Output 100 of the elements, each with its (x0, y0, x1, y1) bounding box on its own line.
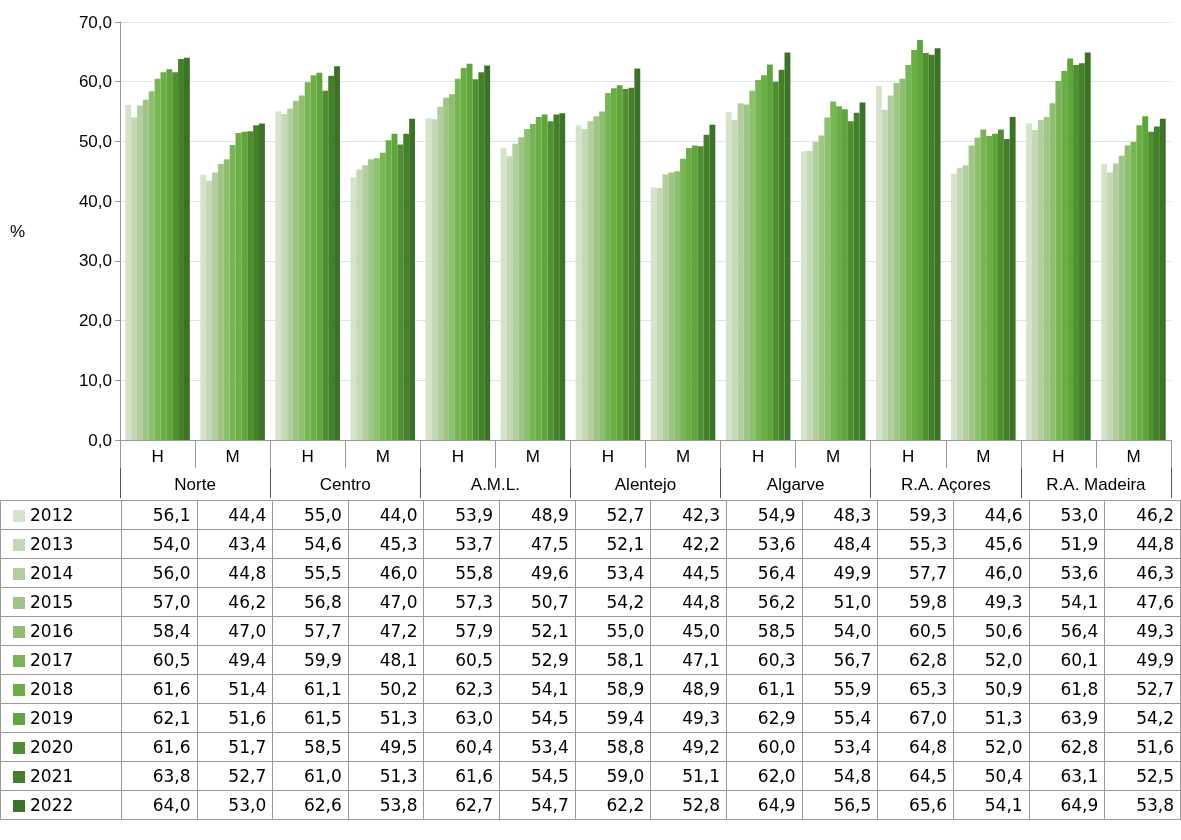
bar (899, 78, 906, 440)
y-tick-label: 40,0 (78, 191, 112, 211)
x-tick-label: H (1052, 447, 1065, 466)
bar (356, 169, 363, 440)
data-label: 49,2 (650, 732, 727, 762)
bar (772, 81, 779, 440)
bar (512, 143, 519, 440)
x-tick-label: M (976, 447, 991, 466)
data-label: 52,1 (575, 529, 651, 559)
data-label: 60,4 (423, 732, 500, 762)
bar (668, 172, 675, 440)
bar (956, 167, 963, 440)
data-label: 64,9 (726, 790, 803, 820)
data-label: 50,2 (348, 674, 424, 704)
data-label: 46,0 (953, 558, 1030, 588)
data-label: 47,1 (650, 645, 727, 675)
data-label: 48,9 (499, 500, 576, 530)
text: Alentejo (614, 475, 677, 494)
x-tick-label: H (151, 447, 164, 466)
data-label: 52,9 (499, 645, 576, 675)
data-label: 42,2 (650, 529, 727, 559)
bar (743, 104, 750, 440)
data-label: 57,3 (423, 587, 500, 617)
x-tick-label: H (601, 447, 615, 466)
data-label: 53,7 (423, 529, 500, 559)
data-label: 49,9 (802, 558, 878, 588)
bar (437, 106, 444, 440)
x-tick-label: H (451, 447, 464, 466)
data-label: 61,6 (121, 732, 198, 762)
text: R.A. Açores (900, 475, 991, 494)
y-axis-title: % (9, 221, 25, 241)
data-label: 58,4 (121, 616, 198, 646)
x-tick-label: M (525, 447, 540, 466)
data-label: 51,3 (348, 703, 424, 733)
legend-label: 2016 (0, 616, 122, 646)
data-label: 54,2 (1104, 703, 1181, 733)
text: Algarve (766, 475, 825, 494)
bar (217, 164, 224, 440)
bar (298, 95, 305, 440)
bar (755, 79, 762, 440)
legend-label: 2020 (0, 732, 122, 762)
y-tick-label: 50,0 (78, 131, 112, 151)
legend-label: 2017 (0, 645, 122, 675)
data-label: 64,9 (1029, 790, 1105, 820)
data-label: 56,2 (726, 587, 803, 617)
data-label: 53,6 (1029, 558, 1105, 588)
data-label: 55,3 (877, 529, 954, 559)
data-label: 45,3 (348, 529, 424, 559)
bar (1107, 172, 1113, 440)
bar (518, 137, 525, 440)
data-label: 59,0 (575, 761, 651, 791)
data-label: 60,5 (423, 645, 500, 675)
bar (731, 119, 738, 440)
bar (293, 100, 299, 440)
data-label: 52,7 (1104, 674, 1181, 704)
data-label: 54,5 (499, 761, 576, 791)
data-label: 52,7 (197, 761, 273, 791)
data-label: 63,9 (1029, 703, 1105, 733)
data-label: 55,0 (575, 616, 651, 646)
data-label: 63,1 (1029, 761, 1105, 791)
text: Norte (174, 475, 216, 494)
bar (1055, 81, 1062, 440)
bar (247, 131, 254, 440)
bar (136, 105, 143, 440)
data-label: 53,4 (802, 732, 878, 762)
data-label: 50,7 (499, 587, 576, 617)
bar (599, 111, 606, 440)
x-tick-label: H (301, 447, 314, 466)
data-label: 62,8 (877, 645, 954, 675)
data-label: 49,3 (650, 703, 727, 733)
data-label: 56,0 (121, 558, 198, 588)
bar (951, 173, 957, 440)
bar (368, 159, 374, 440)
data-label: 51,9 (1029, 529, 1105, 559)
data-label: 52,7 (575, 500, 651, 530)
bar (824, 117, 831, 440)
data-label: 47,2 (348, 616, 424, 646)
data-label: 57,7 (877, 558, 954, 588)
data-label: 61,1 (726, 674, 803, 704)
data-label: 59,4 (575, 703, 651, 733)
x-tick-label: M (375, 447, 390, 466)
data-label: 62,8 (1029, 732, 1105, 762)
bar (172, 72, 179, 440)
data-label: 59,9 (272, 645, 349, 675)
data-label: 51,3 (953, 703, 1030, 733)
bar (212, 172, 218, 440)
data-label: 58,9 (575, 674, 651, 704)
bar (674, 171, 681, 440)
data-label: 61,6 (423, 761, 500, 791)
data-label: 42,3 (650, 500, 727, 530)
data-label: 65,3 (877, 674, 954, 704)
bar (968, 145, 975, 440)
data-label: 50,6 (953, 616, 1030, 646)
bar (650, 187, 657, 440)
data-label: 49,5 (348, 732, 424, 762)
data-label: 54,8 (802, 761, 878, 791)
data-label: 51,7 (197, 732, 273, 762)
bar (575, 125, 582, 440)
legend-label: 2012 (0, 500, 122, 530)
data-label: 54,1 (499, 674, 576, 704)
